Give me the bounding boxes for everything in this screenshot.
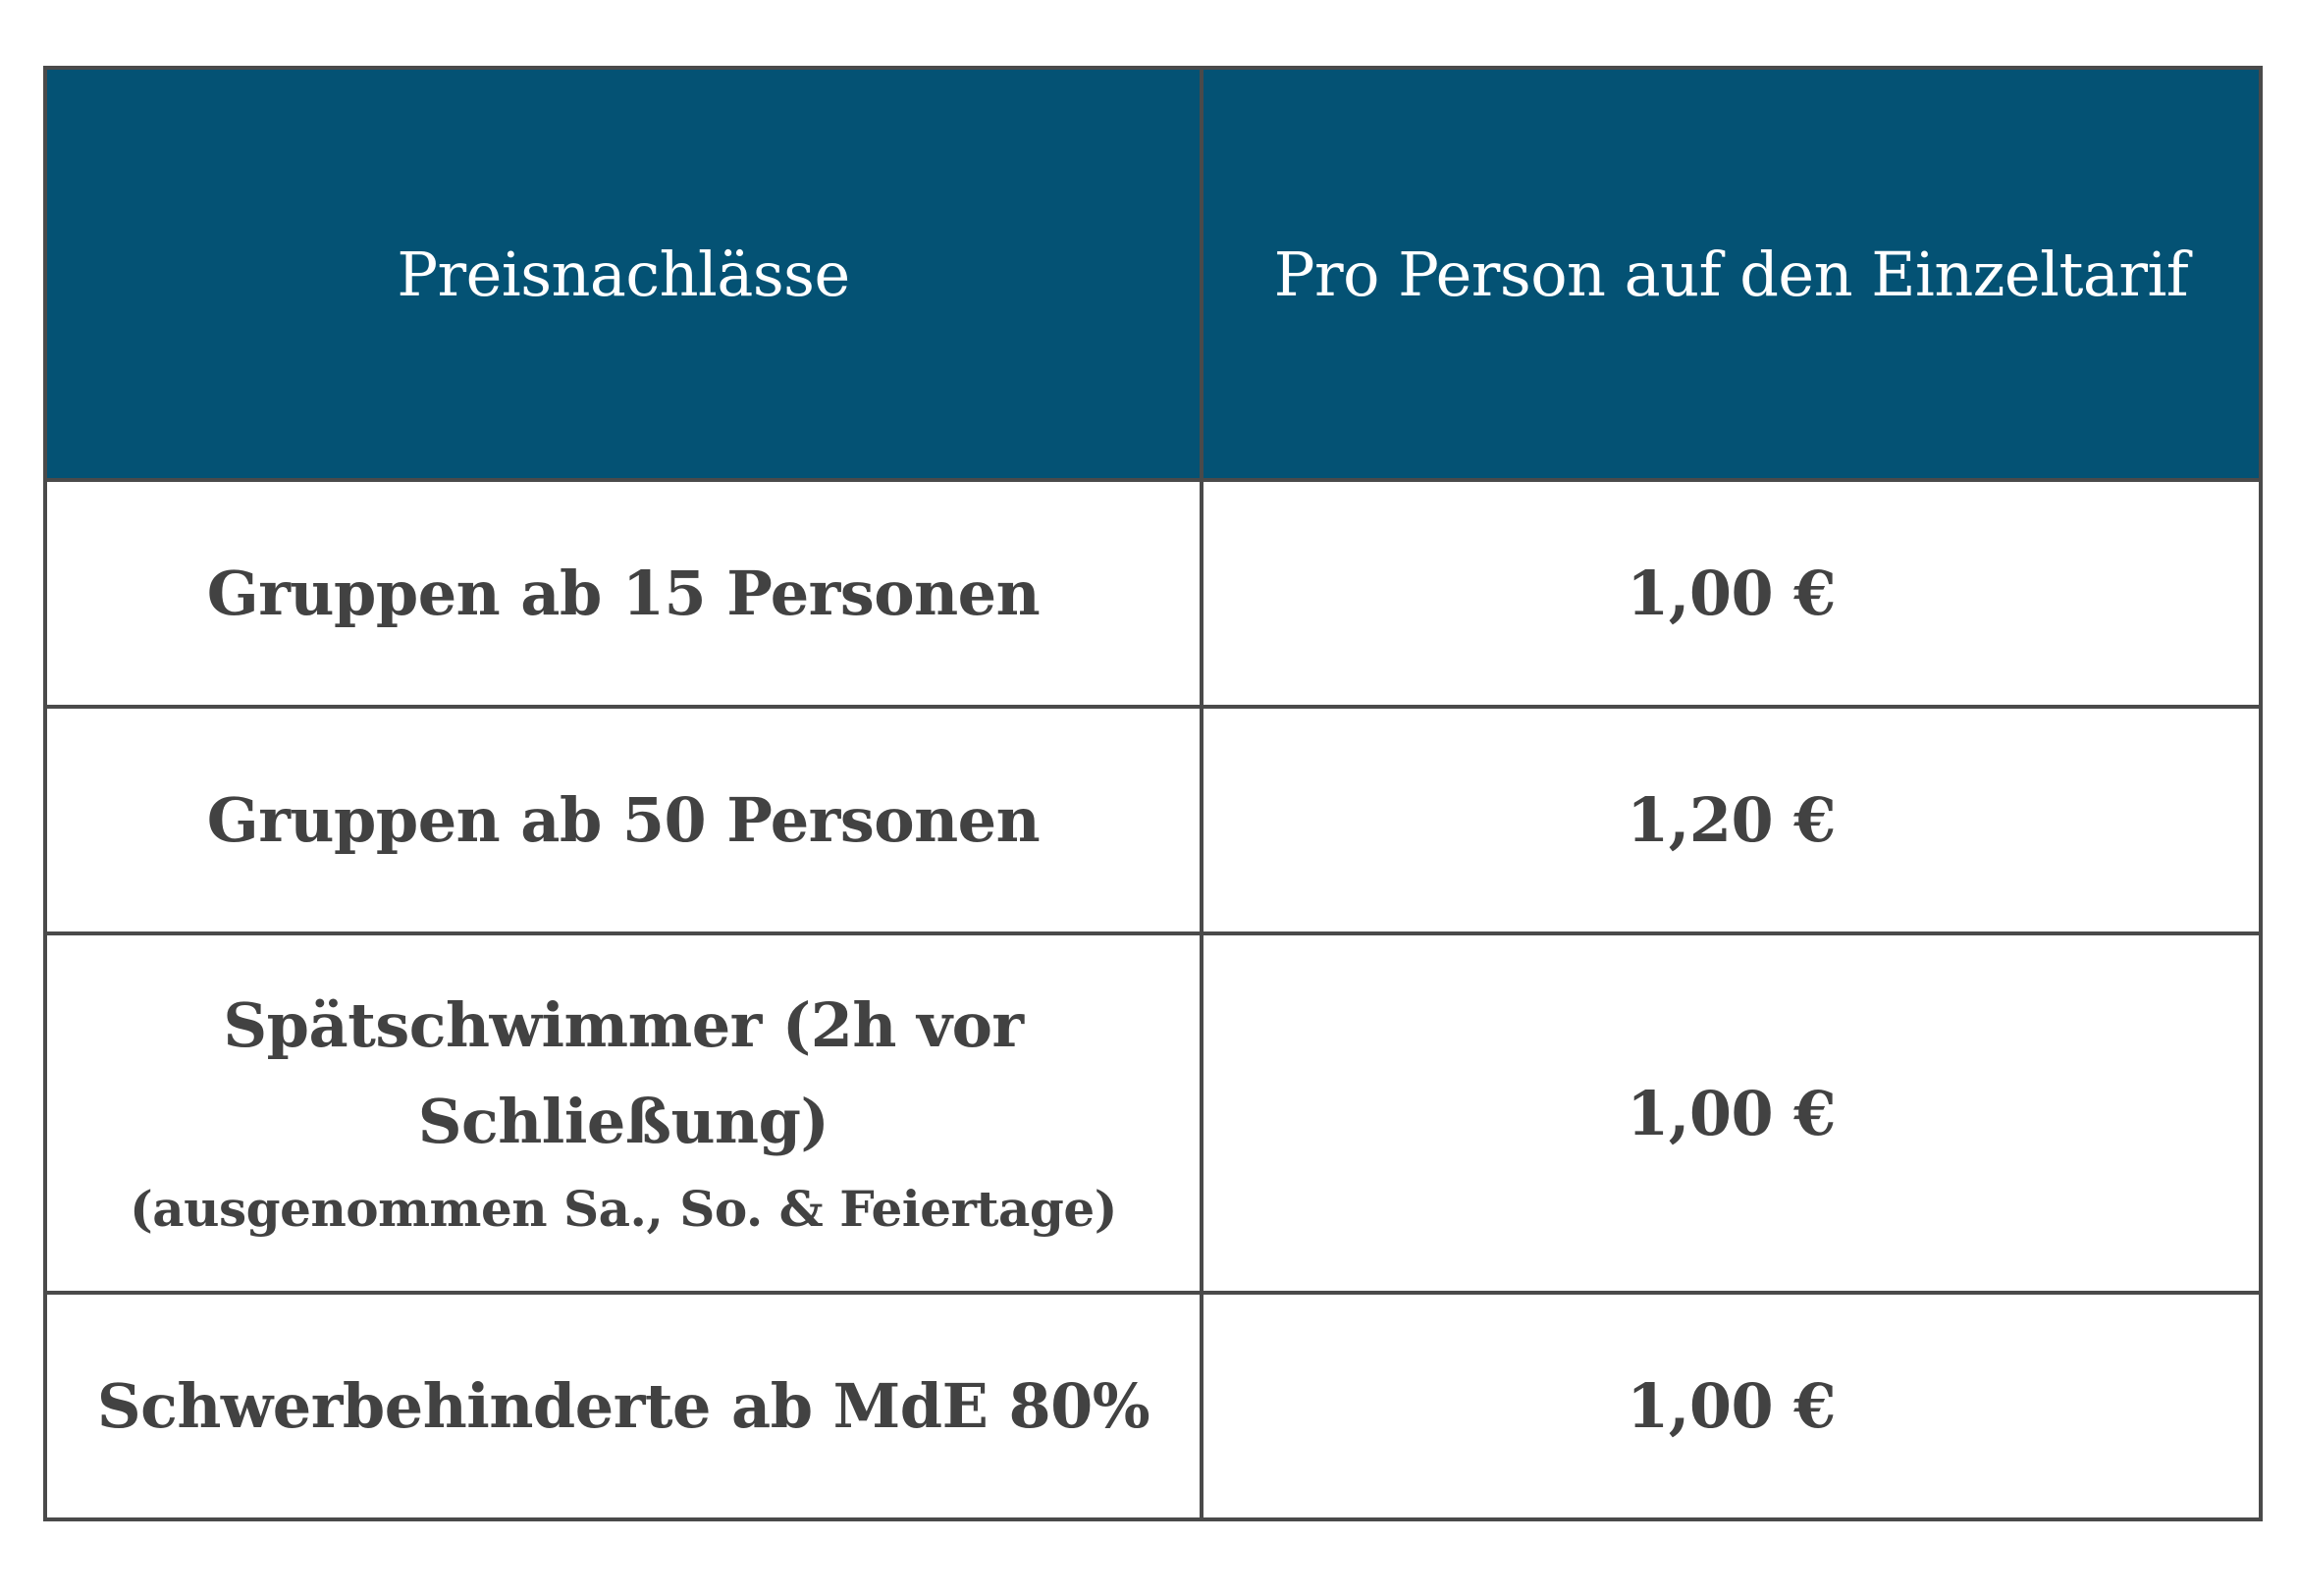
table-row: Spätschwimmer (2h vor Schließung) (ausge… <box>43 931 2263 1295</box>
discount-label: Gruppen ab 50 Personen <box>43 705 1203 935</box>
table-row: Gruppen ab 15 Personen 1,00 € <box>43 478 2263 709</box>
discount-price: 1,00 € <box>1200 478 2263 709</box>
discount-note: (ausgenommen Sa., So. & Feiertage) <box>130 1180 1117 1238</box>
table-row: Schwerbehinderte ab MdE 80% 1,00 € <box>43 1291 2263 1521</box>
discount-label-line1: Spätschwimmer (2h vor <box>223 989 1024 1061</box>
table-body: Gruppen ab 15 Personen 1,00 € Gruppen ab… <box>43 478 2263 1521</box>
table-header: Preisnachlässe Pro Person auf den Einzel… <box>43 66 2263 482</box>
header-discounts: Preisnachlässe <box>43 66 1203 482</box>
discount-price: 1,20 € <box>1200 705 2263 935</box>
header-row: Preisnachlässe Pro Person auf den Einzel… <box>43 66 2263 482</box>
table-row: Gruppen ab 50 Personen 1,20 € <box>43 705 2263 935</box>
discount-label: Gruppen ab 15 Personen <box>43 478 1203 709</box>
discount-price: 1,00 € <box>1200 931 2263 1295</box>
discount-label: Schwerbehinderte ab MdE 80% <box>43 1291 1203 1521</box>
discount-label-line2: Schließung) <box>417 1086 829 1157</box>
discount-label-cell: Spätschwimmer (2h vor Schließung) (ausge… <box>43 931 1203 1295</box>
discount-price-table: Preisnachlässe Pro Person auf den Einzel… <box>43 66 2263 1521</box>
header-price-per-person: Pro Person auf den Einzeltarif <box>1200 66 2263 482</box>
discount-price: 1,00 € <box>1200 1291 2263 1521</box>
